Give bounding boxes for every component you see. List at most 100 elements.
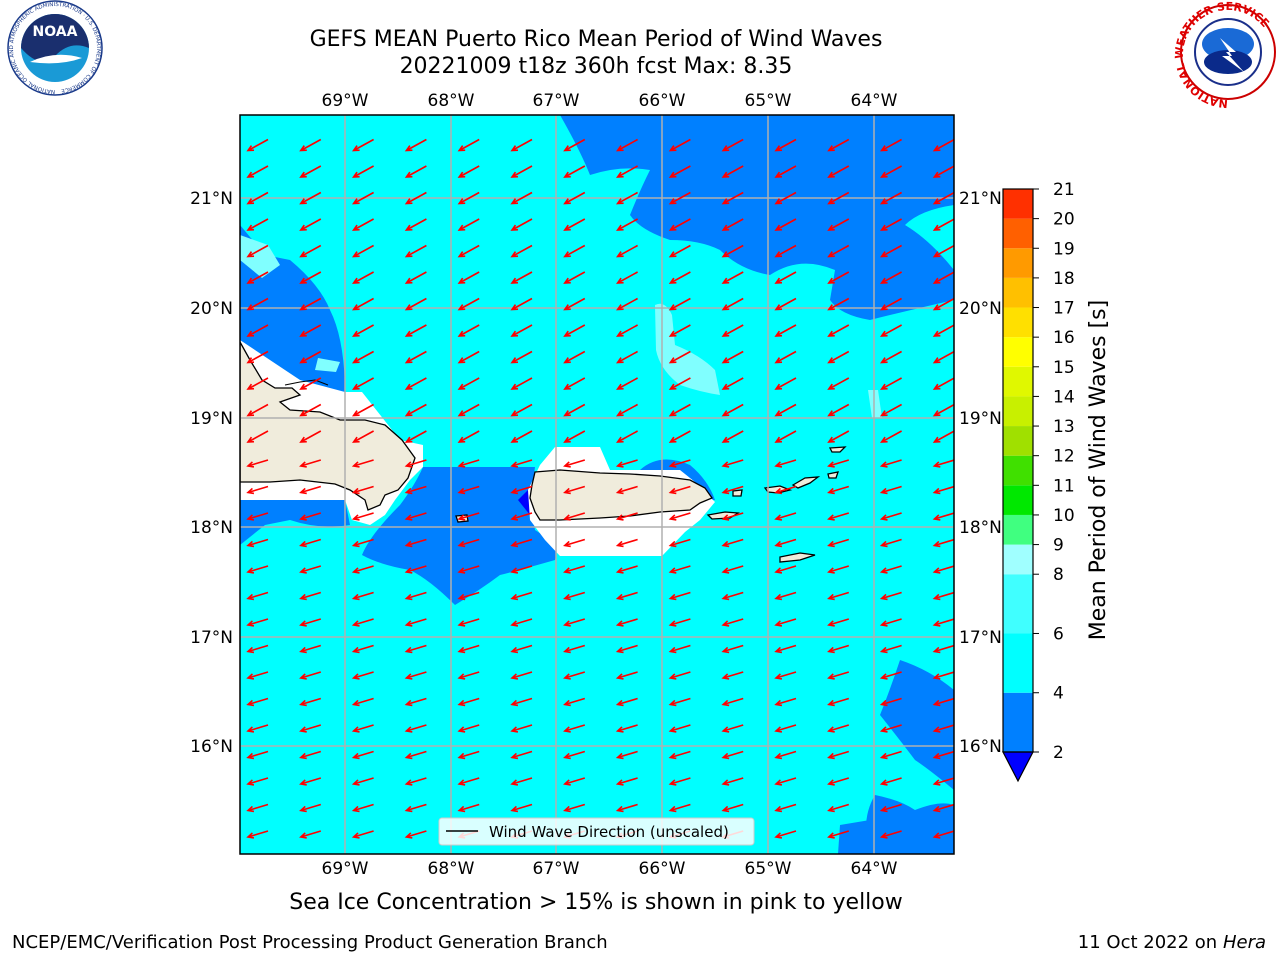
wind-wave-arrow <box>510 644 533 654</box>
noaa-logo: NOAA NATIONAL OCEANIC AND ATMOSPHERIC AD… <box>7 0 103 96</box>
wind-wave-arrow <box>668 724 691 733</box>
colorbar-segment <box>1003 574 1033 634</box>
colorbar-tick-label: 4 <box>1053 684 1064 704</box>
wind-wave-arrow <box>879 830 902 839</box>
wind-wave-arrow <box>510 671 533 680</box>
colorbar-segment <box>1003 485 1033 515</box>
wind-wave-arrow <box>879 138 902 152</box>
colorbar-tick-label: 12 <box>1053 447 1075 467</box>
wind-wave-arrow <box>457 271 480 284</box>
colorbar-ticks: 2 4 6 8 9 10 11 12 13 14 15 16 17 18 19 20 21 <box>1033 180 1075 763</box>
wind-wave-arrow <box>404 430 427 443</box>
wind-wave-arrow <box>774 459 797 468</box>
wind-wave-arrow <box>510 538 533 548</box>
small-island-land <box>827 471 839 479</box>
wind-wave-arrow <box>351 377 374 390</box>
wind-wave-arrow <box>563 724 586 733</box>
wind-wave-arrow <box>563 218 586 231</box>
wind-wave-arrow <box>510 271 533 284</box>
wind-wave-arrow <box>563 350 586 364</box>
wind-wave-arrow <box>351 565 374 574</box>
wind-wave-arrow <box>932 165 954 178</box>
wind-wave-arrow <box>510 750 533 760</box>
wind-wave-arrow <box>351 485 374 495</box>
wind-wave-arrow <box>879 350 902 364</box>
land <box>240 340 847 563</box>
wind-wave-arrow <box>510 485 533 495</box>
wind-wave-arrow <box>879 403 902 417</box>
wind-wave-arrow <box>932 485 954 495</box>
chart-subtitle: 20221009 t18z 360h fcst Max: 8.35 <box>399 54 793 79</box>
wind-wave-arrow <box>351 138 374 152</box>
wind-wave-arrow <box>510 459 533 468</box>
colorbar-label: Mean Period of Wind Waves [s] <box>1086 300 1111 640</box>
lon-label-bottom-64w: 64°W <box>851 859 898 879</box>
colorbar-segment <box>1003 514 1033 545</box>
wind-wave-arrow <box>879 377 902 390</box>
wind-wave-arrow <box>721 750 744 760</box>
wind-wave-arrow <box>721 803 744 813</box>
wind-wave-arrow <box>721 459 744 468</box>
wind-wave-arrow <box>721 218 744 231</box>
wind-wave-arrow <box>351 618 374 627</box>
wind-wave-arrow <box>299 777 322 786</box>
wind-wave-arrow <box>721 565 744 574</box>
wind-wave-arrow <box>246 830 269 839</box>
wind-wave-arrow <box>668 750 691 760</box>
wind-wave-arrow <box>721 271 744 284</box>
colorbar-segment <box>1003 396 1033 427</box>
wind-wave-arrow <box>457 591 480 601</box>
wind-wave-arrow <box>404 377 427 390</box>
wind-wave-arrow <box>879 750 902 760</box>
wind-wave-arrow <box>510 724 533 733</box>
wind-wave-arrow <box>510 191 533 205</box>
wind-wave-arrow <box>563 618 586 627</box>
wind-wave-arrow <box>510 218 533 231</box>
wind-wave-arrow <box>457 618 480 627</box>
colorbar: 2 4 6 8 9 10 11 12 13 14 15 16 17 18 19 20 21 Mean Perio… <box>1002 180 1111 783</box>
wind-wave-arrow <box>563 244 586 258</box>
wind-wave-arrow <box>404 538 427 548</box>
wind-wave-arrow <box>932 671 954 680</box>
wind-wave-arrow <box>563 777 586 786</box>
wind-wave-arrow <box>457 218 480 231</box>
colorbar-tick-label: 10 <box>1053 506 1075 526</box>
wind-wave-arrow <box>563 297 586 311</box>
wind-wave-arrow <box>404 403 427 417</box>
lon-label-top-69w: 69°W <box>322 91 369 111</box>
wind-wave-arrow <box>668 244 691 258</box>
wind-wave-arrow <box>615 430 638 443</box>
period-below-2s-region <box>518 490 530 515</box>
wind-wave-arrow <box>721 724 744 733</box>
wind-wave-arrow <box>615 297 638 311</box>
lon-label-top-67w: 67°W <box>533 91 580 111</box>
wind-wave-arrow <box>246 403 269 417</box>
map-area <box>240 115 954 854</box>
wind-wave-arrow <box>721 538 744 548</box>
lat-label-left-21n: 21°N <box>190 189 233 209</box>
wind-wave-arrow <box>351 512 374 521</box>
wind-wave-arrow <box>351 830 374 839</box>
colorbar-extend-triangle <box>1002 751 1034 783</box>
wind-wave-arrow <box>879 724 902 733</box>
wind-wave-arrow <box>827 591 850 601</box>
wind-wave-arrow <box>299 138 322 152</box>
wind-wave-arrow <box>668 297 691 311</box>
wind-wave-arrow <box>615 165 638 178</box>
wind-wave-arrow <box>879 324 902 337</box>
wind-wave-arrow <box>827 697 850 707</box>
wind-wave-arrow <box>827 218 850 231</box>
wind-wave-arrow <box>351 724 374 733</box>
lat-label-right-21n: 21°N <box>959 189 1002 209</box>
wind-wave-arrow <box>510 591 533 601</box>
wind-wave-arrow <box>404 297 427 311</box>
wind-wave-arrow <box>404 750 427 760</box>
wind-wave-arrow <box>932 459 954 468</box>
colorbar-tick-label: 8 <box>1053 565 1064 585</box>
wind-wave-arrow <box>563 485 586 495</box>
lat-label-left-20n: 20°N <box>190 299 233 319</box>
wind-wave-arrow <box>668 644 691 654</box>
wind-wave-arrow <box>299 165 322 178</box>
wind-wave-arrow <box>563 644 586 654</box>
wind-wave-arrow <box>351 244 374 258</box>
